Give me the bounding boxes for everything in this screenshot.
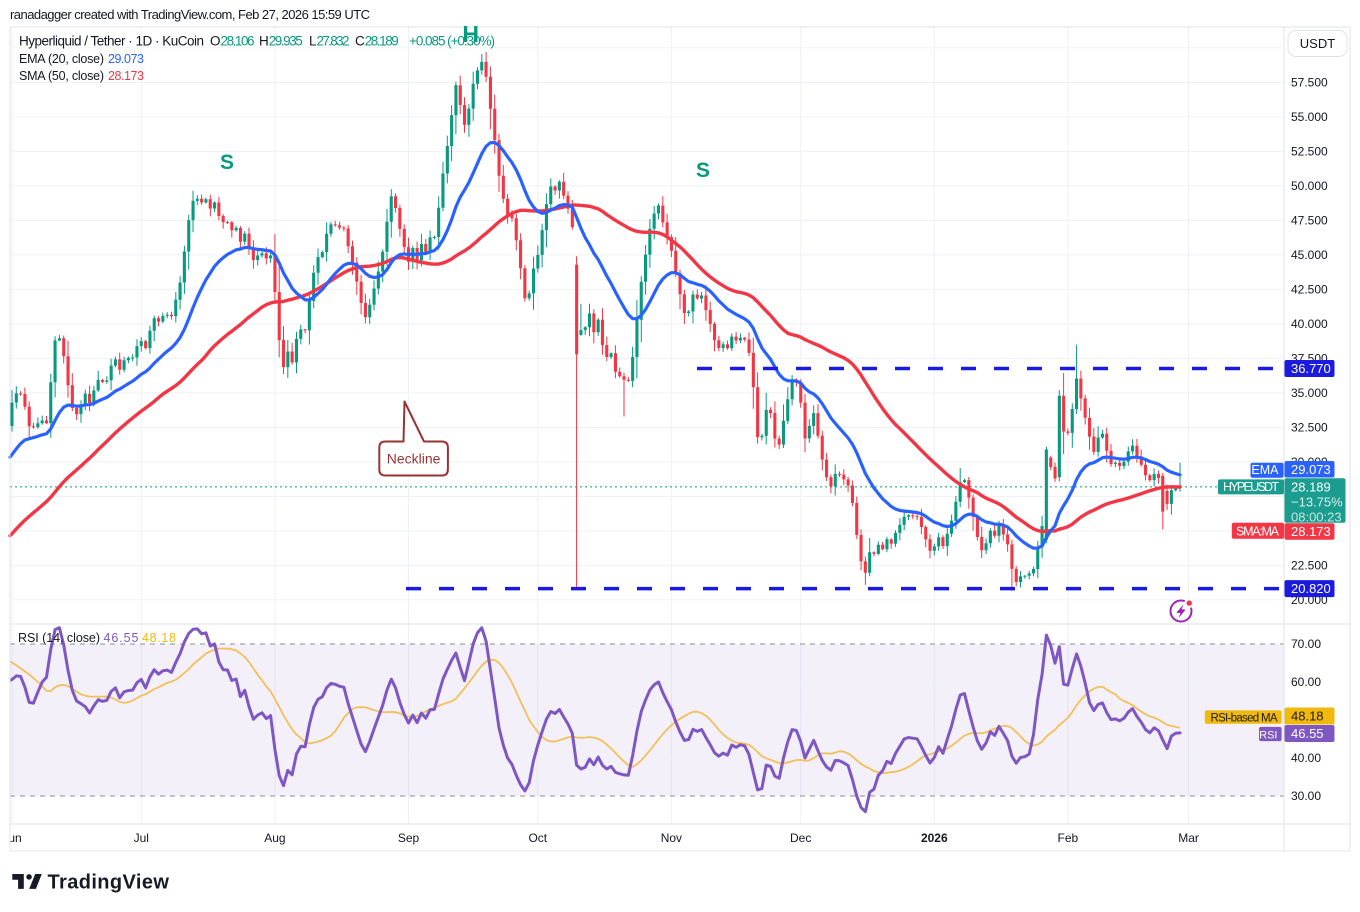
svg-text:57.500: 57.500 xyxy=(1291,75,1328,89)
svg-text:60.00: 60.00 xyxy=(1291,675,1321,689)
svg-text:42.500: 42.500 xyxy=(1291,282,1328,296)
svg-text:S: S xyxy=(220,151,234,174)
svg-text:RSI: RSI xyxy=(1259,729,1277,741)
svg-text:Neckline: Neckline xyxy=(387,451,441,467)
svg-text:28.173: 28.173 xyxy=(1291,524,1331,539)
svg-text:Aug: Aug xyxy=(264,831,285,845)
svg-text:EMA: EMA xyxy=(1251,463,1279,477)
svg-text:40.000: 40.000 xyxy=(1291,317,1328,331)
svg-text:SMA:MA: SMA:MA xyxy=(1236,524,1280,538)
svg-text:Oct: Oct xyxy=(528,831,547,845)
svg-text:45.000: 45.000 xyxy=(1291,248,1328,262)
svg-text:29.073: 29.073 xyxy=(1291,462,1331,477)
svg-text:Sep: Sep xyxy=(398,831,420,845)
svg-text:−13.75%: −13.75% xyxy=(1291,495,1343,510)
svg-text:50.000: 50.000 xyxy=(1291,179,1328,193)
svg-text:46.55: 46.55 xyxy=(1291,726,1324,741)
svg-text:30.00: 30.00 xyxy=(1291,789,1321,803)
svg-text:52.500: 52.500 xyxy=(1291,144,1328,158)
svg-text:Dec: Dec xyxy=(790,831,811,845)
svg-text:Jun: Jun xyxy=(2,831,21,845)
svg-text:Feb: Feb xyxy=(1058,831,1079,845)
svg-text:40.00: 40.00 xyxy=(1291,751,1321,765)
svg-text:47.500: 47.500 xyxy=(1291,213,1328,227)
svg-text:36.770: 36.770 xyxy=(1291,361,1331,376)
svg-text:Jul: Jul xyxy=(134,831,149,845)
svg-text:28.189: 28.189 xyxy=(1291,480,1331,495)
svg-text:22.500: 22.500 xyxy=(1291,558,1328,572)
svg-text:32.500: 32.500 xyxy=(1291,420,1328,434)
svg-text:Hyperliquid / Tether · 1D · Ku: Hyperliquid / Tether · 1D · KuCoin O28.10… xyxy=(19,34,495,49)
svg-text:70.00: 70.00 xyxy=(1291,637,1321,651)
svg-text:48.18: 48.18 xyxy=(1291,709,1324,724)
svg-text:Nov: Nov xyxy=(661,831,682,845)
svg-text:35.000: 35.000 xyxy=(1291,386,1328,400)
svg-text:H: H xyxy=(462,21,479,47)
svg-text:2026: 2026 xyxy=(921,831,948,845)
svg-text:20.820: 20.820 xyxy=(1291,581,1331,596)
svg-text:EMA (20, close)29.073: EMA (20, close) 29.073 xyxy=(19,52,144,66)
svg-text:HYPEUSDT: HYPEUSDT xyxy=(1223,480,1279,494)
svg-text:Mar: Mar xyxy=(1178,831,1199,845)
svg-text:55.000: 55.000 xyxy=(1291,110,1328,124)
svg-text:S: S xyxy=(696,159,710,182)
svg-text:08:00:23: 08:00:23 xyxy=(1291,510,1342,525)
svg-text:RSI-based MA: RSI-based MA xyxy=(1211,712,1278,724)
svg-text:TradingView: TradingView xyxy=(48,872,170,894)
svg-text:SMA (50, close)28.173: SMA (50, close) 28.173 xyxy=(19,69,144,83)
svg-text:ranadagger created with Tradin: ranadagger created with TradingView.com,… xyxy=(10,7,370,22)
svg-text:USDT: USDT xyxy=(1300,36,1335,51)
